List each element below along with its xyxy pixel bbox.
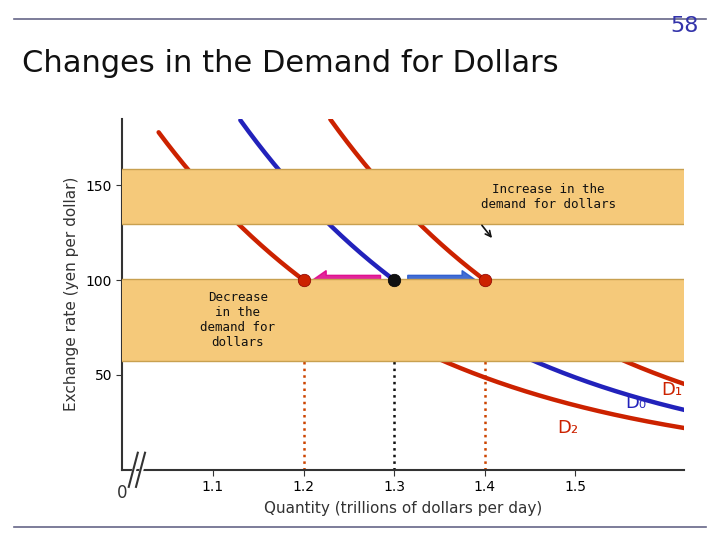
Y-axis label: Exchange rate (yen per dollar): Exchange rate (yen per dollar) (63, 177, 78, 411)
Text: 58: 58 (670, 16, 698, 36)
Text: Decrease
in the
demand for
dollars: Decrease in the demand for dollars (200, 291, 275, 349)
Text: 0: 0 (117, 484, 127, 502)
FancyArrow shape (312, 271, 381, 289)
X-axis label: Quantity (trillions of dollars per day): Quantity (trillions of dollars per day) (264, 501, 542, 516)
FancyArrow shape (408, 271, 476, 289)
Text: Changes in the Demand for Dollars: Changes in the Demand for Dollars (22, 49, 558, 78)
FancyBboxPatch shape (0, 169, 720, 224)
Text: D₂: D₂ (557, 419, 578, 437)
FancyBboxPatch shape (0, 279, 720, 361)
Text: Increase in the
demand for dollars: Increase in the demand for dollars (481, 183, 616, 211)
Text: D₁: D₁ (662, 381, 683, 399)
Text: D₀: D₀ (625, 394, 647, 413)
